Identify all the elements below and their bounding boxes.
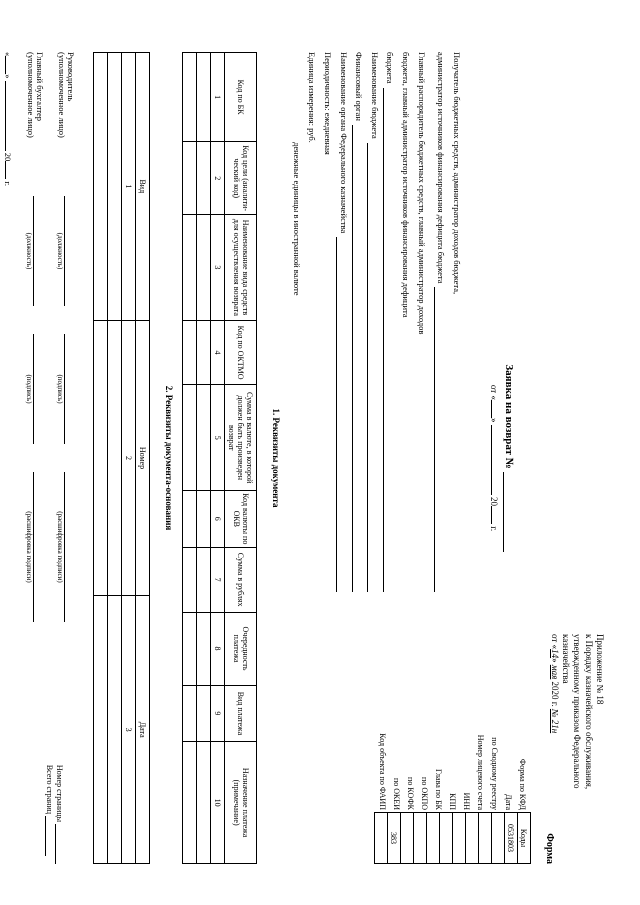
- code-date: [492, 813, 505, 864]
- code-kofk: [401, 813, 414, 864]
- rl-kofk: по КОФК: [406, 777, 415, 810]
- code-inn: [453, 813, 466, 864]
- sign-date: «» 20 г.: [3, 52, 15, 864]
- code-lic: [466, 813, 479, 864]
- rl-kpp: КПП: [448, 793, 457, 810]
- hdr-line1: Приложение № 18: [594, 634, 605, 864]
- rl-date: Дата: [504, 794, 513, 810]
- approval-header: Приложение № 18 к Порядку казначейского …: [549, 634, 605, 864]
- rl-lic: Номер лицевого счета: [476, 735, 485, 810]
- rl-okpo: по ОКПО: [420, 777, 429, 810]
- code-kpp: [440, 813, 453, 864]
- rl-svod: по Сводному реестру: [490, 737, 499, 810]
- doc-number-blank: [503, 472, 514, 552]
- role-accountant: Главный бухгалтер (уполномоченное лицо): [25, 52, 44, 182]
- code-form: 0531803: [505, 813, 518, 864]
- doc-title: Заявка на возврат №: [503, 52, 515, 864]
- signatures: Руководитель (уполномоченное лицо) (долж…: [3, 52, 77, 864]
- code-faip: [375, 813, 388, 864]
- hdr-date: от «14» мая 2020 г. № 21н: [549, 634, 560, 864]
- codes-table: Коды 0531803 383: [374, 812, 531, 864]
- section2-title: 2. Реквизиты документа-основания: [164, 52, 174, 864]
- code-glava: [427, 813, 440, 864]
- section1-title: 1. Реквизиты документа: [271, 52, 281, 864]
- rl-form: Форма по КФД: [518, 759, 527, 810]
- hdr-line3: утвержденному приказом Федерального: [571, 634, 582, 864]
- codes-head: Коды: [518, 813, 531, 864]
- code-svod: [479, 813, 492, 864]
- table-basis: Вид Номер Дата 123: [93, 52, 150, 864]
- code-okpo: [414, 813, 427, 864]
- hdr-line2: к Порядку казначейского обслуживания,: [583, 634, 594, 864]
- code-okei: 383: [388, 813, 401, 864]
- form-word: Форма: [544, 833, 555, 864]
- role-head: Руководитель (уполномоченное лицо): [56, 52, 75, 182]
- rl-faip: Код объекта по ФАИП: [378, 733, 387, 810]
- party-labels: Получатель бюджетных средств, администра…: [289, 52, 463, 592]
- page-counter: Номер страницы Всего страниц: [45, 765, 65, 864]
- hdr-line4: казначейства: [560, 634, 571, 864]
- rl-glava: Глава по БК: [434, 769, 443, 810]
- rl-inn: ИНН: [462, 793, 471, 810]
- table-requisites: Код по БК Код цели (аналити-ческий код) …: [182, 52, 257, 864]
- rl-okei: по ОКЕИ: [392, 778, 401, 810]
